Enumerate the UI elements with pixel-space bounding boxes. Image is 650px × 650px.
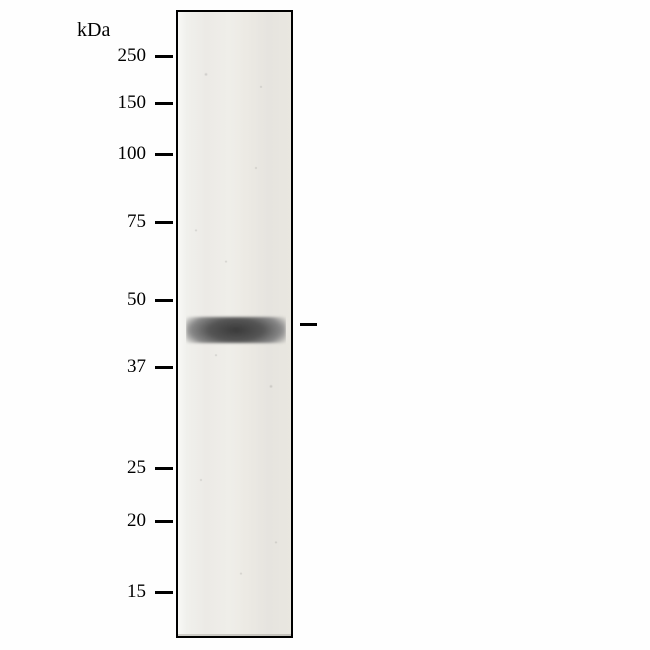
ladder-label-150: 150 (106, 92, 146, 114)
lane-bottom-edge (178, 634, 291, 636)
ladder-label-75: 75 (106, 211, 146, 233)
ladder-tick-20 (155, 520, 173, 523)
ladder-tick-150 (155, 102, 173, 105)
protein-band-1 (186, 317, 286, 343)
ladder-label-25: 25 (106, 457, 146, 479)
blot-container: kDa 250 150 100 75 50 37 25 20 15 (50, 5, 330, 645)
blot-lane-inner (186, 12, 286, 636)
ladder-label-20: 20 (106, 510, 146, 532)
band-marker-right (300, 323, 317, 326)
ladder-tick-250 (155, 55, 173, 58)
ladder-tick-50 (155, 299, 173, 302)
ladder-label-250: 250 (106, 45, 146, 67)
axis-unit-label: kDa (77, 19, 110, 42)
ladder-tick-15 (155, 591, 173, 594)
blot-lane (176, 10, 293, 638)
ladder-label-15: 15 (106, 581, 146, 603)
ladder-tick-100 (155, 153, 173, 156)
ladder-tick-25 (155, 467, 173, 470)
ladder-label-100: 100 (106, 143, 146, 165)
ladder-label-37: 37 (106, 356, 146, 378)
ladder-tick-75 (155, 221, 173, 224)
ladder-label-50: 50 (106, 289, 146, 311)
ladder-tick-37 (155, 366, 173, 369)
